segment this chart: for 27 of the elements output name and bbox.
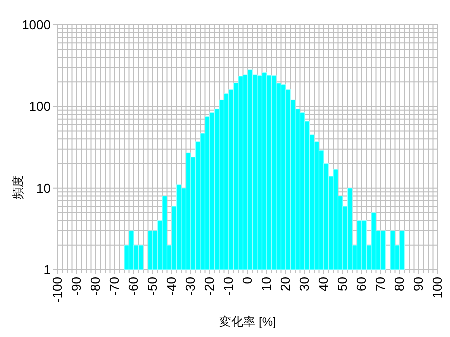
x-tick-label: 90	[411, 277, 426, 292]
x-tick-label: -80	[88, 277, 103, 296]
x-tick-label: 20	[278, 277, 293, 292]
y-tick-label: 1	[44, 262, 51, 278]
x-tick-label: 30	[297, 277, 312, 292]
x-tick-label: -50	[145, 277, 160, 296]
x-tick-label: -40	[164, 277, 179, 296]
x-tick-label: 10	[259, 277, 274, 292]
x-tick-label: -100	[50, 277, 65, 304]
x-axis-title: 変化率 [%]	[220, 315, 276, 329]
y-tick-label: 10	[36, 180, 51, 196]
x-tick-label: 0	[240, 277, 255, 284]
x-tick-label: 70	[373, 277, 388, 292]
y-tick-label: 1000	[22, 18, 51, 32]
x-tick-label: -20	[202, 277, 217, 296]
x-tick-label: 40	[316, 277, 331, 292]
y-axis-title: 頻度	[11, 176, 25, 200]
x-tick-label: 60	[354, 277, 369, 292]
x-tick-label: 50	[335, 277, 350, 292]
x-tick-label: -10	[221, 277, 236, 296]
x-tick-label: -70	[107, 277, 122, 296]
x-tick-label: 80	[392, 277, 407, 292]
x-tick-label: -90	[69, 277, 84, 296]
x-tick-label: -60	[126, 277, 141, 296]
x-tick-label: -30	[183, 277, 198, 296]
x-tick-label: 100	[430, 277, 445, 299]
y-tick-label: 100	[29, 99, 51, 114]
